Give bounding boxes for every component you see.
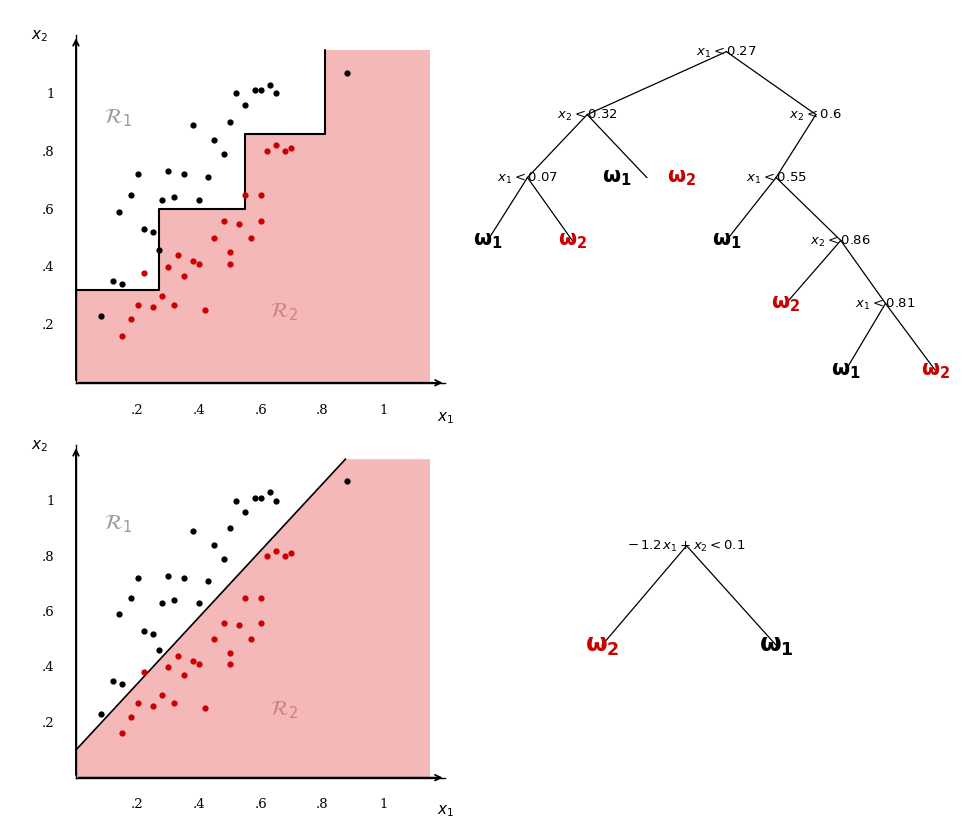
Text: 1: 1 xyxy=(46,88,55,100)
Text: $x_2 < 0.32$: $x_2 < 0.32$ xyxy=(557,108,617,123)
Text: $x_1 < 0.55$: $x_1 < 0.55$ xyxy=(746,171,806,186)
Polygon shape xyxy=(76,460,430,777)
Text: .6: .6 xyxy=(42,203,55,217)
Text: $\mathbf{\omega_2}$: $\mathbf{\omega_2}$ xyxy=(667,169,696,188)
Text: $\mathcal{R}_2$: $\mathcal{R}_2$ xyxy=(270,698,297,720)
Text: .2: .2 xyxy=(132,797,144,810)
Text: $\mathbf{\omega_1}$: $\mathbf{\omega_1}$ xyxy=(473,232,502,251)
Text: $x_1$: $x_1$ xyxy=(437,410,454,425)
Text: $\mathbf{\omega_2}$: $\mathbf{\omega_2}$ xyxy=(558,232,587,251)
Text: .8: .8 xyxy=(316,404,329,416)
Text: $x_1 < 0.07$: $x_1 < 0.07$ xyxy=(497,171,558,186)
Text: .8: .8 xyxy=(316,797,329,810)
Text: $\mathbf{\omega_2}$: $\mathbf{\omega_2}$ xyxy=(920,361,950,381)
Text: .4: .4 xyxy=(193,797,206,810)
Text: $x_1 < 0.81$: $x_1 < 0.81$ xyxy=(855,297,916,312)
Text: .2: .2 xyxy=(42,319,55,332)
Polygon shape xyxy=(76,51,430,383)
Text: .6: .6 xyxy=(254,797,267,810)
Text: .2: .2 xyxy=(42,716,55,729)
Text: .4: .4 xyxy=(42,261,55,274)
Text: $\mathcal{R}_1$: $\mathcal{R}_1$ xyxy=(103,107,132,129)
Text: .4: .4 xyxy=(193,404,206,416)
Text: $\mathbf{\omega_1}$: $\mathbf{\omega_1}$ xyxy=(759,634,794,657)
Text: 1: 1 xyxy=(46,495,55,507)
Text: $x_2 < 0.6$: $x_2 < 0.6$ xyxy=(790,108,842,123)
Text: .2: .2 xyxy=(132,404,144,416)
Text: $\mathbf{\omega_2}$: $\mathbf{\omega_2}$ xyxy=(585,634,619,657)
Text: $x_2$: $x_2$ xyxy=(31,28,48,44)
Text: $-\,1.2\,x_1 + x_2 < 0.1$: $-\,1.2\,x_1 + x_2 < 0.1$ xyxy=(628,538,746,553)
Text: 1: 1 xyxy=(379,797,388,810)
Text: $x_1 < 0.27$: $x_1 < 0.27$ xyxy=(696,45,757,60)
Text: $x_2 < 0.86$: $x_2 < 0.86$ xyxy=(810,233,872,249)
Text: .4: .4 xyxy=(42,660,55,674)
Text: $\mathbf{\omega_2}$: $\mathbf{\omega_2}$ xyxy=(771,294,800,314)
Text: .6: .6 xyxy=(254,404,267,416)
Text: $\mathbf{\omega_1}$: $\mathbf{\omega_1}$ xyxy=(831,361,861,381)
Text: $\mathbf{\omega_1}$: $\mathbf{\omega_1}$ xyxy=(712,232,741,251)
Text: $x_2$: $x_2$ xyxy=(31,438,48,454)
Text: .8: .8 xyxy=(42,550,55,563)
Text: $x_1$: $x_1$ xyxy=(437,803,454,818)
Text: .8: .8 xyxy=(42,145,55,159)
Text: .6: .6 xyxy=(42,605,55,619)
Text: $\mathbf{\omega_1}$: $\mathbf{\omega_1}$ xyxy=(603,169,632,188)
Text: 1: 1 xyxy=(379,404,388,416)
Text: $\mathcal{R}_1$: $\mathcal{R}_1$ xyxy=(103,512,132,534)
Text: $\mathcal{R}_2$: $\mathcal{R}_2$ xyxy=(270,301,297,323)
